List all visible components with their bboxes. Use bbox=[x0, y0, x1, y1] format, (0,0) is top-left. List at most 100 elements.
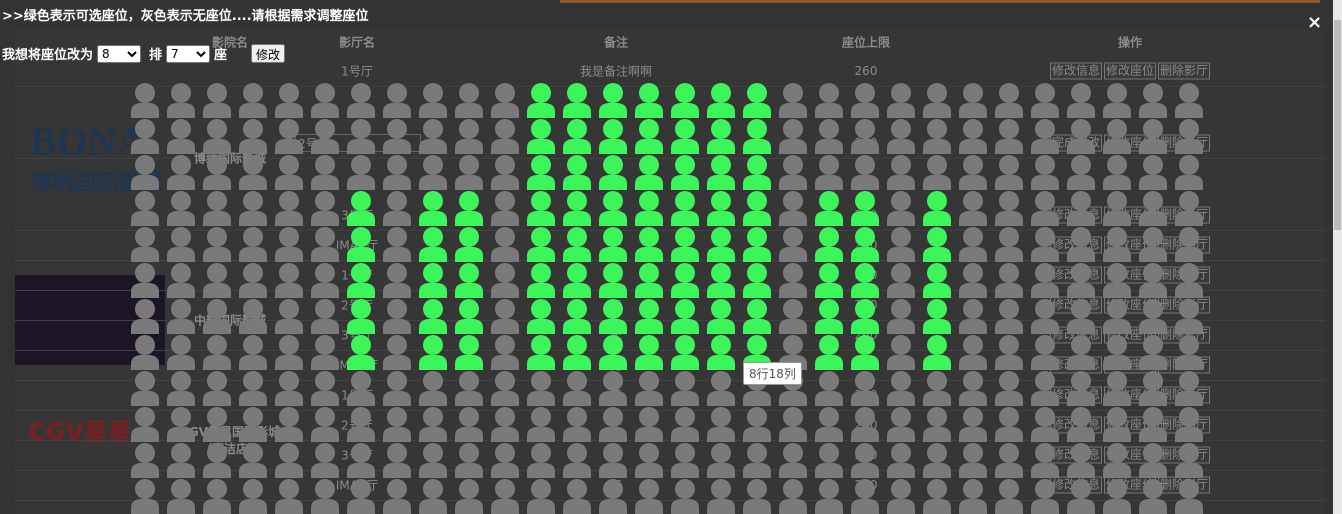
seat[interactable] bbox=[563, 83, 591, 118]
seat[interactable] bbox=[1175, 407, 1203, 442]
seat[interactable] bbox=[383, 335, 411, 370]
seat[interactable] bbox=[815, 371, 843, 406]
seat[interactable] bbox=[1067, 119, 1095, 154]
seat[interactable] bbox=[239, 299, 267, 334]
seat[interactable] bbox=[383, 263, 411, 298]
seat[interactable] bbox=[383, 119, 411, 154]
seat[interactable] bbox=[203, 335, 231, 370]
seat[interactable] bbox=[923, 371, 951, 406]
seat[interactable] bbox=[815, 191, 843, 226]
seat[interactable] bbox=[131, 407, 159, 442]
seat[interactable] bbox=[743, 227, 771, 262]
seat[interactable] bbox=[923, 335, 951, 370]
seat[interactable] bbox=[887, 119, 915, 154]
seat[interactable] bbox=[491, 371, 519, 406]
seat[interactable] bbox=[743, 119, 771, 154]
seat[interactable] bbox=[1031, 299, 1059, 334]
seat[interactable] bbox=[347, 479, 375, 514]
seat[interactable] bbox=[1175, 443, 1203, 478]
seat[interactable] bbox=[347, 119, 375, 154]
seat[interactable] bbox=[671, 299, 699, 334]
seat[interactable] bbox=[671, 479, 699, 514]
seat[interactable] bbox=[671, 119, 699, 154]
seat[interactable] bbox=[995, 407, 1023, 442]
seat[interactable] bbox=[851, 443, 879, 478]
seat[interactable] bbox=[995, 83, 1023, 118]
close-button[interactable]: × bbox=[1307, 12, 1323, 33]
seat[interactable] bbox=[707, 119, 735, 154]
seat[interactable] bbox=[203, 119, 231, 154]
seat[interactable] bbox=[311, 371, 339, 406]
seat[interactable] bbox=[635, 119, 663, 154]
seat[interactable] bbox=[1067, 155, 1095, 190]
seat[interactable] bbox=[419, 407, 447, 442]
seat[interactable] bbox=[383, 83, 411, 118]
seat[interactable] bbox=[455, 371, 483, 406]
seat[interactable] bbox=[1031, 227, 1059, 262]
seat[interactable] bbox=[239, 407, 267, 442]
seat[interactable] bbox=[239, 263, 267, 298]
seat[interactable] bbox=[635, 407, 663, 442]
seat[interactable] bbox=[563, 263, 591, 298]
seat[interactable] bbox=[131, 119, 159, 154]
seat[interactable] bbox=[167, 443, 195, 478]
seat[interactable] bbox=[491, 263, 519, 298]
seat[interactable] bbox=[1067, 407, 1095, 442]
seat[interactable] bbox=[635, 263, 663, 298]
seat[interactable] bbox=[995, 227, 1023, 262]
seat[interactable] bbox=[671, 83, 699, 118]
seat[interactable] bbox=[203, 227, 231, 262]
seat[interactable] bbox=[1139, 299, 1167, 334]
seat[interactable] bbox=[455, 263, 483, 298]
seat[interactable] bbox=[779, 443, 807, 478]
seat[interactable] bbox=[1103, 479, 1131, 514]
seat[interactable] bbox=[311, 407, 339, 442]
seat[interactable] bbox=[671, 371, 699, 406]
seat[interactable] bbox=[635, 83, 663, 118]
seat[interactable] bbox=[707, 335, 735, 370]
seat[interactable] bbox=[1175, 227, 1203, 262]
seat[interactable] bbox=[491, 479, 519, 514]
seat[interactable] bbox=[887, 263, 915, 298]
seat[interactable] bbox=[275, 191, 303, 226]
seat[interactable] bbox=[743, 443, 771, 478]
seat[interactable] bbox=[131, 227, 159, 262]
seat[interactable] bbox=[959, 119, 987, 154]
seat[interactable] bbox=[491, 299, 519, 334]
seat[interactable] bbox=[707, 83, 735, 118]
seat[interactable] bbox=[527, 335, 555, 370]
seat[interactable] bbox=[167, 299, 195, 334]
seat[interactable] bbox=[1103, 227, 1131, 262]
seat[interactable] bbox=[347, 191, 375, 226]
seat[interactable] bbox=[1175, 371, 1203, 406]
seat[interactable] bbox=[563, 299, 591, 334]
seat[interactable] bbox=[347, 263, 375, 298]
seat[interactable] bbox=[923, 119, 951, 154]
seat[interactable] bbox=[923, 227, 951, 262]
seat[interactable] bbox=[1031, 83, 1059, 118]
seat[interactable] bbox=[635, 191, 663, 226]
seat[interactable] bbox=[527, 299, 555, 334]
seat[interactable] bbox=[131, 371, 159, 406]
seat[interactable] bbox=[275, 155, 303, 190]
seat[interactable] bbox=[1103, 263, 1131, 298]
seat[interactable] bbox=[599, 119, 627, 154]
seat[interactable] bbox=[203, 299, 231, 334]
seat[interactable] bbox=[815, 335, 843, 370]
seat[interactable] bbox=[347, 443, 375, 478]
seat[interactable] bbox=[995, 299, 1023, 334]
seat[interactable] bbox=[455, 479, 483, 514]
seat[interactable] bbox=[419, 479, 447, 514]
seat[interactable] bbox=[239, 479, 267, 514]
seat[interactable] bbox=[419, 371, 447, 406]
seat[interactable] bbox=[1103, 191, 1131, 226]
seat[interactable] bbox=[743, 479, 771, 514]
seat[interactable] bbox=[959, 479, 987, 514]
seat[interactable] bbox=[851, 371, 879, 406]
seat[interactable] bbox=[347, 227, 375, 262]
seat[interactable] bbox=[455, 299, 483, 334]
seat[interactable] bbox=[203, 479, 231, 514]
seat[interactable] bbox=[1103, 407, 1131, 442]
seat[interactable] bbox=[1031, 191, 1059, 226]
seat[interactable] bbox=[527, 407, 555, 442]
